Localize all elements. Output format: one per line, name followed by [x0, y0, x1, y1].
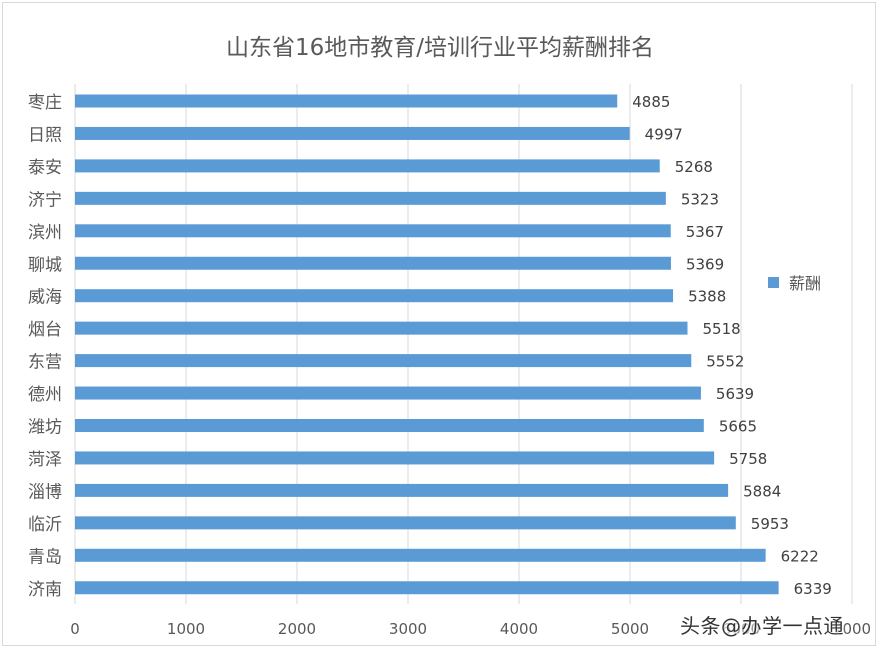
data-label: 5639	[716, 385, 754, 403]
data-label: 5323	[681, 190, 719, 208]
bar	[75, 419, 704, 432]
x-axis-ticks: 0 1000 2000 3000 4000 5000 6000 7000	[70, 620, 871, 638]
legend-label: 薪酬	[789, 274, 822, 293]
bar	[75, 516, 736, 530]
data-label: 5552	[706, 353, 744, 371]
data-label: 5268	[675, 158, 713, 176]
bar	[75, 191, 666, 205]
bar	[75, 581, 779, 595]
category-label: 泰安	[28, 158, 62, 178]
bars	[75, 94, 779, 595]
category-label: 临沂	[28, 515, 62, 535]
x-tick-label: 6000	[722, 620, 760, 638]
bar	[75, 159, 660, 173]
data-label: 5884	[743, 482, 781, 500]
legend: 薪酬	[768, 270, 821, 294]
x-tick-label: 3000	[389, 620, 427, 638]
bar	[75, 548, 766, 562]
x-tick-label: 2000	[278, 620, 316, 638]
bar	[75, 451, 715, 465]
category-label: 济宁	[28, 190, 62, 210]
category-label: 枣庄	[28, 93, 62, 113]
x-tick-label: 4000	[500, 620, 538, 638]
data-labels: 4885 4997 5268 5323 5367 5369 5388 5518 5552 5639…	[632, 93, 832, 598]
data-label: 5665	[719, 418, 757, 436]
category-label: 潍坊	[28, 418, 62, 438]
bar	[75, 224, 671, 238]
category-label: 烟台	[28, 320, 62, 340]
data-label: 4997	[645, 125, 683, 143]
bar	[75, 289, 674, 303]
x-tick-label: 5000	[611, 620, 649, 638]
category-label: 聊城	[28, 255, 62, 275]
category-label: 滨州	[28, 223, 62, 243]
data-label: 6222	[781, 547, 819, 565]
x-tick-label: 1000	[167, 620, 205, 638]
bar	[75, 126, 630, 140]
bar	[75, 354, 692, 368]
data-label: 5367	[686, 223, 724, 241]
watermark: 头条@办学一点通	[680, 614, 844, 638]
bar	[75, 386, 701, 400]
category-label: 菏泽	[28, 450, 62, 470]
bar	[75, 321, 688, 335]
data-label: 5369	[686, 255, 724, 273]
bar	[75, 94, 618, 108]
x-tick-label: 0	[70, 620, 80, 638]
category-label: 德州	[28, 385, 62, 405]
x-tick-label: 7000	[833, 620, 871, 638]
data-label: 6339	[794, 580, 832, 598]
legend-swatch	[768, 276, 779, 288]
bar	[75, 256, 671, 270]
category-label: 东营	[28, 353, 62, 373]
data-label: 5388	[688, 288, 726, 306]
bar	[75, 483, 729, 497]
data-label: 5758	[729, 450, 767, 468]
data-label: 5518	[702, 320, 740, 338]
chart-title: 山东省16地市教育/培训行业平均薪酬排名	[225, 35, 654, 61]
category-label: 济南	[28, 580, 62, 600]
category-label: 淄博	[28, 482, 62, 502]
data-label: 4885	[632, 93, 670, 111]
data-label: 5953	[751, 515, 789, 533]
category-label: 日照	[28, 125, 62, 145]
category-label: 青岛	[28, 547, 62, 567]
category-label: 威海	[28, 288, 62, 308]
